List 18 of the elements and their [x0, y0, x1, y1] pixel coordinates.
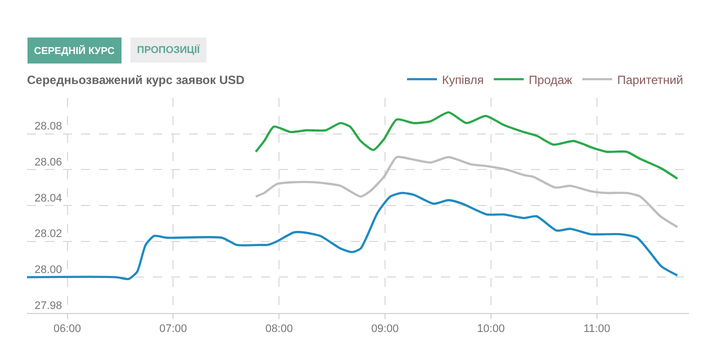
legend-label: Паритетний — [617, 72, 684, 87]
x-tick-label: 11:00 — [583, 323, 610, 336]
y-tick-label: 28.08 — [34, 120, 62, 133]
legend-label: Купівля — [442, 72, 484, 87]
y-tick-label: 28.04 — [34, 192, 62, 204]
y-tick-label: 28.02 — [34, 228, 62, 240]
x-tick-label: 06:00 — [53, 323, 82, 336]
y-tick-label: 27.98 — [34, 300, 62, 312]
x-tick-label: 09:00 — [371, 323, 399, 336]
chart-title: Середньозважений курс заявок USD — [27, 73, 245, 88]
x-tick-label: 07:00 — [159, 323, 187, 336]
legend-label: Продаж — [528, 72, 572, 87]
text: ПРОПОЗИЦІЇ — [137, 44, 200, 56]
y-tick-label: 28.06 — [34, 156, 62, 169]
x-tick-label: 08:00 — [265, 323, 293, 336]
y-tick-label: 28.00 — [34, 264, 62, 276]
x-tick-label: 10:00 — [477, 323, 505, 336]
text: СЕРЕДНІЙ КУРС — [34, 44, 115, 57]
